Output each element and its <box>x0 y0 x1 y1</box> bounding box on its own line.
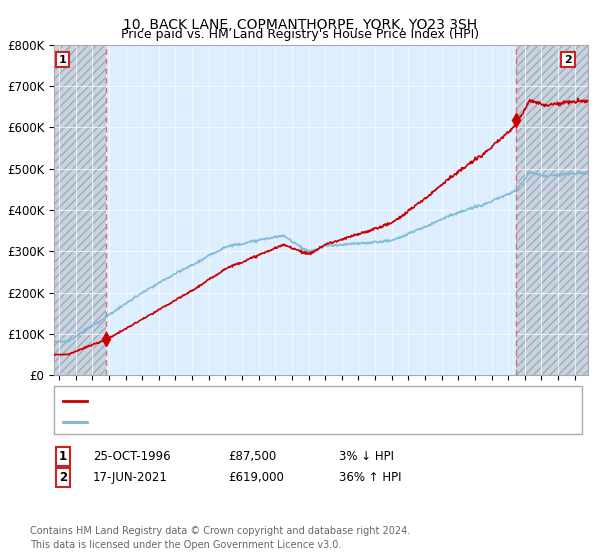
Text: 36% ↑ HPI: 36% ↑ HPI <box>339 470 401 484</box>
Text: HPI: Average price, detached house, York: HPI: Average price, detached house, York <box>93 417 323 427</box>
Text: 2: 2 <box>59 470 67 484</box>
Text: £87,500: £87,500 <box>228 450 276 463</box>
Text: 10, BACK LANE, COPMANTHORPE, YORK, YO23 3SH: 10, BACK LANE, COPMANTHORPE, YORK, YO23 … <box>123 18 477 32</box>
Text: 2: 2 <box>564 55 572 64</box>
Text: 10, BACK LANE, COPMANTHORPE, YORK, YO23 3SH (detached house): 10, BACK LANE, COPMANTHORPE, YORK, YO23 … <box>93 396 479 405</box>
Bar <box>516 45 588 375</box>
Text: 1: 1 <box>59 450 67 463</box>
Text: Price paid vs. HM Land Registry's House Price Index (HPI): Price paid vs. HM Land Registry's House … <box>121 28 479 41</box>
Text: 25-OCT-1996: 25-OCT-1996 <box>93 450 170 463</box>
Text: 1: 1 <box>58 55 66 64</box>
Text: £619,000: £619,000 <box>228 470 284 484</box>
Text: 3% ↓ HPI: 3% ↓ HPI <box>339 450 394 463</box>
Text: Contains HM Land Registry data © Crown copyright and database right 2024.
This d: Contains HM Land Registry data © Crown c… <box>30 526 410 550</box>
Text: 17-JUN-2021: 17-JUN-2021 <box>93 470 168 484</box>
Bar <box>54 45 106 375</box>
